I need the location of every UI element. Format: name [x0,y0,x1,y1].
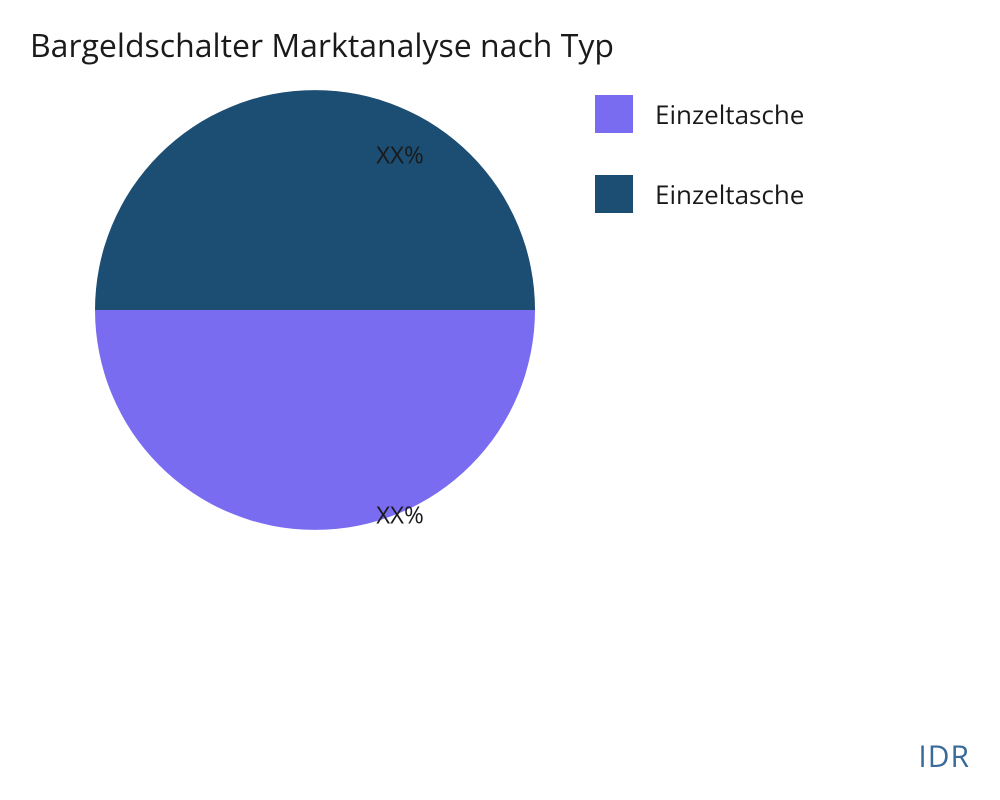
pie-chart: XX% XX% [95,90,535,530]
legend-label: Einzeltasche [655,96,804,132]
legend-item: Einzeltasche [595,95,804,133]
pie-svg [95,90,535,530]
watermark: IDR [918,735,970,776]
legend-label: Einzeltasche [655,176,804,212]
slice-label-bottom: XX% [376,499,424,532]
legend-item: Einzeltasche [595,175,804,213]
legend-swatch [595,95,633,133]
legend: Einzeltasche Einzeltasche [595,95,804,255]
chart-title: Bargeldschalter Marktanalyse nach Typ [30,24,614,67]
slice-label-top: XX% [376,139,424,172]
legend-swatch [595,175,633,213]
pie-slice-top [95,90,535,310]
pie-slice-bottom [95,310,535,530]
